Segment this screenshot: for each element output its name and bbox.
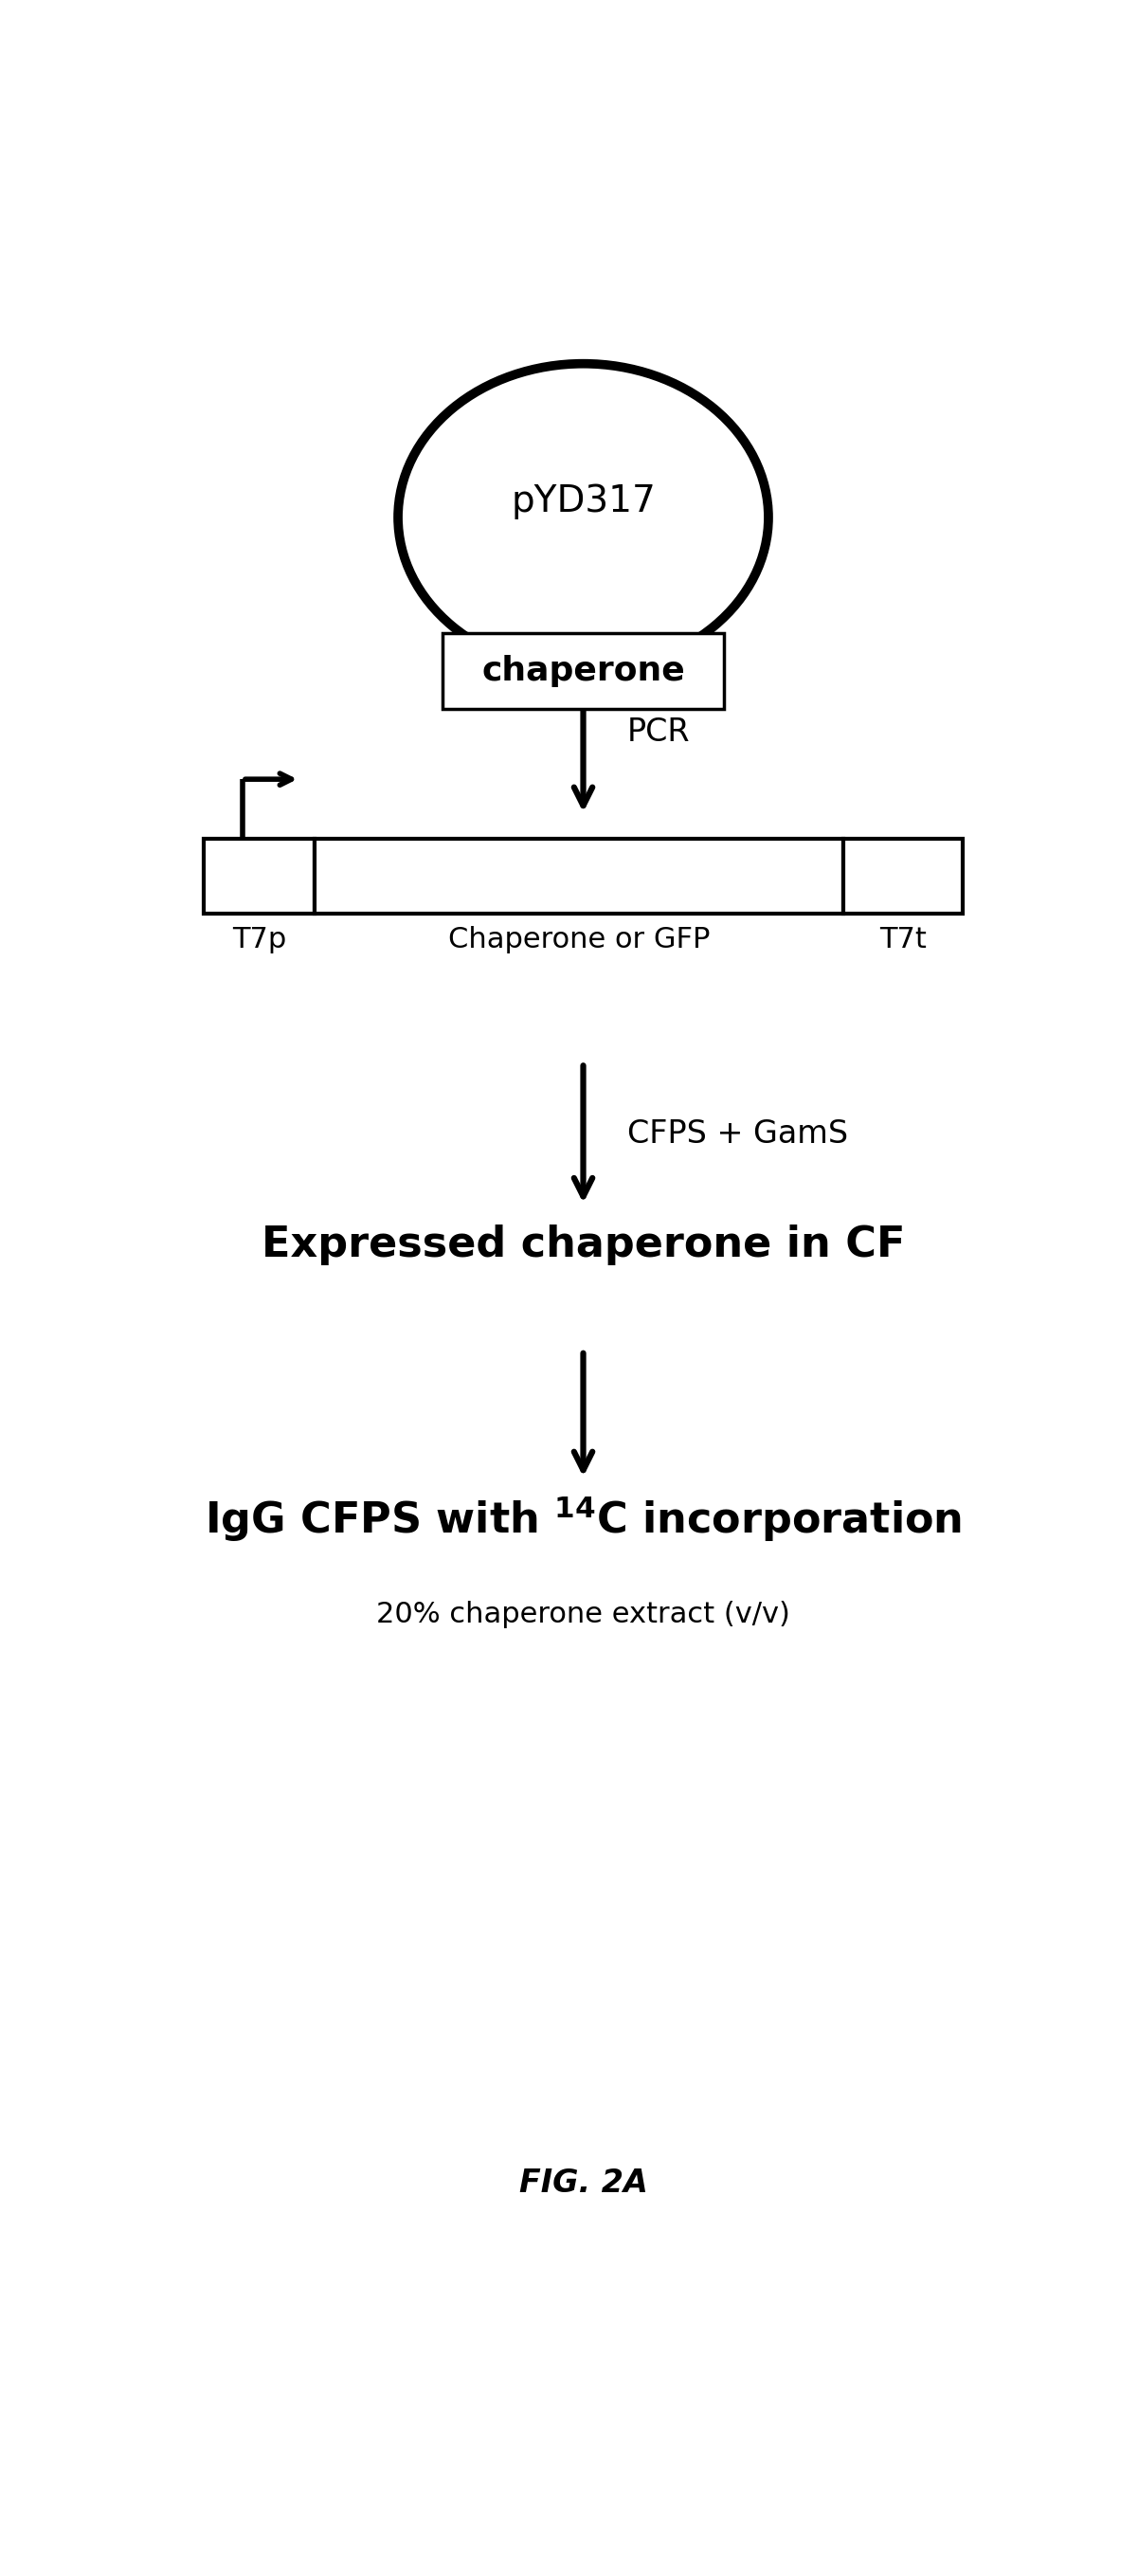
Bar	[843, 840, 963, 914]
Text: PCR: PCR	[627, 716, 691, 747]
Text: Chaperone or GFP: Chaperone or GFP	[448, 925, 710, 953]
Text: Expressed chaperone in CF: Expressed chaperone in CF	[262, 1226, 905, 1265]
Text: 20% chaperone extract (v/v): 20% chaperone extract (v/v)	[377, 1600, 790, 1628]
Text: T7p: T7p	[232, 925, 287, 953]
Bar	[314, 840, 843, 914]
Text: chaperone: chaperone	[481, 654, 685, 688]
Text: pYD317: pYD317	[511, 484, 655, 520]
Bar	[442, 634, 725, 708]
Text: CFPS + GamS: CFPS + GamS	[627, 1118, 848, 1149]
Bar	[204, 840, 314, 914]
Text: IgG CFPS with $\mathbf{^{14}}$C incorporation: IgG CFPS with $\mathbf{^{14}}$C incorpor…	[205, 1494, 962, 1543]
Text: T7t: T7t	[880, 925, 926, 953]
Text: FIG. 2A: FIG. 2A	[519, 2169, 648, 2200]
